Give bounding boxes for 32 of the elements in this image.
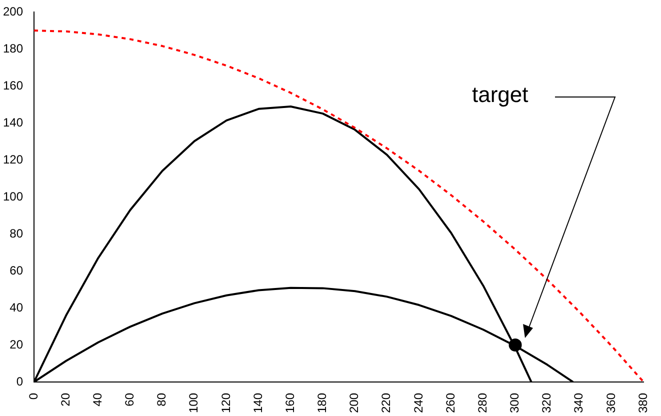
x-tick-label: 220 bbox=[379, 392, 394, 414]
x-tick-label: 20 bbox=[58, 392, 72, 406]
x-tick-label: 340 bbox=[572, 392, 586, 414]
x-tick-label: 380 bbox=[636, 392, 650, 414]
x-tick-label: 360 bbox=[604, 392, 618, 414]
x-tick-label: 320 bbox=[540, 392, 554, 414]
y-tick-label: 20 bbox=[10, 337, 24, 352]
y-tick-label: 140 bbox=[2, 115, 24, 130]
x-tick-label: 180 bbox=[315, 392, 330, 414]
x-tick-label: 80 bbox=[154, 392, 169, 406]
x-tick-label: 200 bbox=[347, 392, 362, 414]
y-tick-label: 180 bbox=[2, 41, 24, 56]
y-tick-label: 60 bbox=[10, 263, 24, 278]
y-tick-label: 120 bbox=[2, 152, 24, 166]
x-tick-label: 100 bbox=[186, 392, 201, 414]
y-tick-label: 200 bbox=[2, 4, 24, 18]
annotation: target bbox=[472, 82, 528, 108]
x-tick-label: 140 bbox=[250, 392, 265, 414]
y-tick-label: 0 bbox=[16, 374, 24, 388]
x-tick-label: 160 bbox=[283, 392, 297, 414]
y-tick-label: 100 bbox=[2, 189, 24, 204]
x-tick-label: 240 bbox=[411, 392, 426, 414]
y-tick-label: 40 bbox=[10, 300, 24, 314]
y-tick-label: 160 bbox=[2, 78, 24, 92]
x-tick-label: 300 bbox=[508, 392, 522, 414]
x-tick-label: 60 bbox=[122, 392, 137, 406]
y-tick-label: 80 bbox=[10, 226, 24, 240]
x-tick-label: 0 bbox=[26, 392, 40, 400]
x-tick-label: 260 bbox=[443, 392, 458, 414]
x-tick-label: 40 bbox=[90, 392, 104, 406]
x-tick-label: 120 bbox=[218, 392, 233, 414]
x-tick-label: 280 bbox=[475, 392, 490, 414]
